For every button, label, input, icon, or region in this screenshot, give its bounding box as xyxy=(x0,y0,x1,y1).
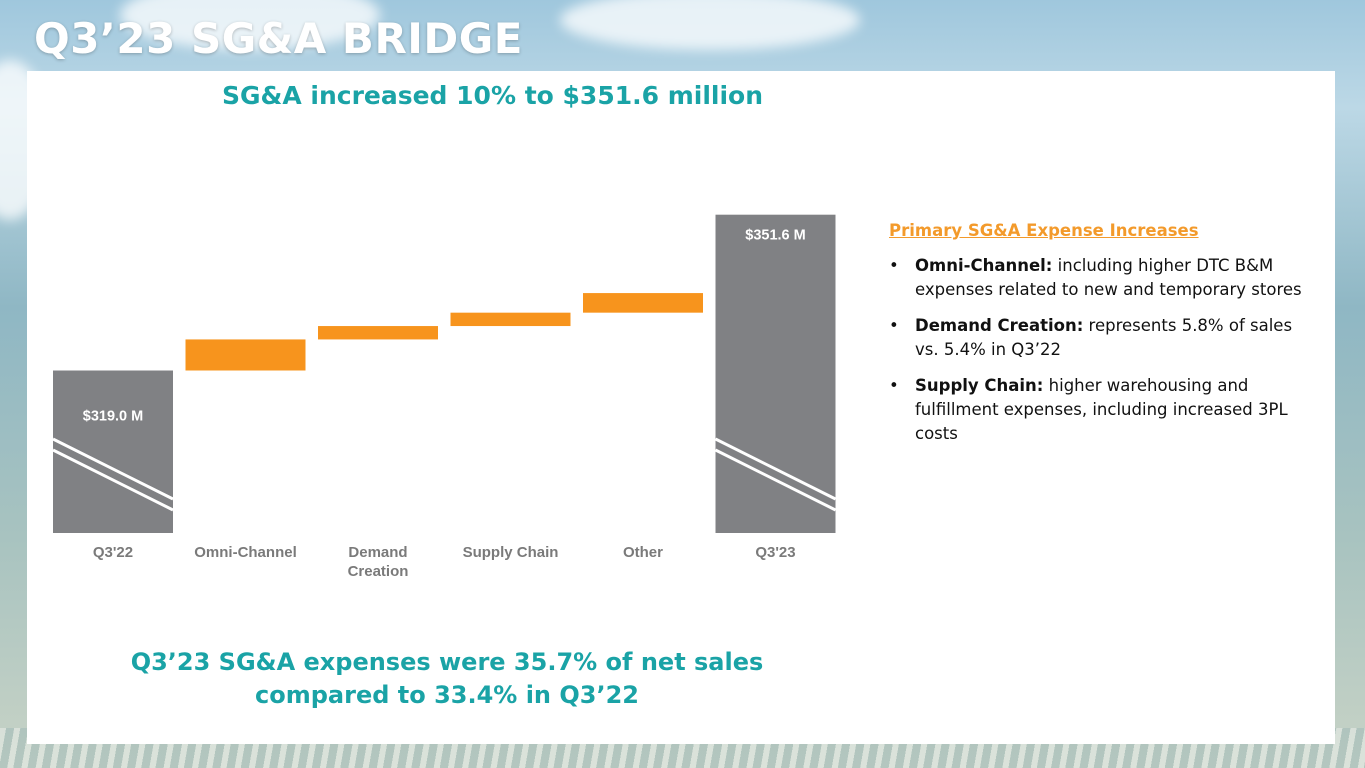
bar-supply-chain xyxy=(450,312,571,327)
notes-title: Primary SG&A Expense Increases xyxy=(889,221,1199,240)
axis-break-line xyxy=(714,437,837,501)
axis-break-line xyxy=(52,437,174,501)
sga-bridge-chart: $319.0 M Q3'22 Omni-Channel Demand Creation S… xyxy=(52,214,837,580)
notes-list: • Omni-Channel: including higher DTC B&M… xyxy=(889,254,1319,446)
x-tick-label-other: Other xyxy=(623,544,663,561)
slide-title: Q3’23 SG&A BRIDGE xyxy=(34,14,523,63)
footer-line-1: Q3’23 SG&A expenses were 35.7% of net sa… xyxy=(130,648,764,676)
notes-item-text: including higher DTC B&M expenses relate… xyxy=(915,256,1302,299)
notes-item-heading: Supply Chain: xyxy=(915,376,1044,395)
content-panel: SG&A increased 10% to $351.6 million $31… xyxy=(27,71,1335,744)
notes-item-heading: Omni-Channel: xyxy=(915,256,1053,275)
axis-break-line xyxy=(714,448,837,512)
background-cloud xyxy=(560,0,860,50)
x-tick-label-q3-23: Q3'23 xyxy=(755,544,795,561)
notes-item-text: represents 5.8% of sales vs. 5.4% in Q3’… xyxy=(915,316,1293,359)
notes-item-demand-creation: • Demand Creation: represents 5.8% of sa… xyxy=(889,314,1319,362)
notes-item-omni-channel: • Omni-Channel: including higher DTC B&M… xyxy=(889,254,1319,302)
x-tick-label-supply-chain: Supply Chain xyxy=(463,544,559,561)
bar-q3-23 xyxy=(715,214,836,534)
bullet-icon: • xyxy=(889,316,899,335)
x-tick-label-demand-creation: Creation xyxy=(348,563,409,580)
x-tick-label-omni-channel: Omni-Channel xyxy=(194,544,297,561)
x-tick-label-q3-22: Q3'22 xyxy=(93,544,133,561)
notes-item-supply-chain: • Supply Chain: higher warehousing and f… xyxy=(889,374,1319,446)
data-label-q3-22: $319.0 M xyxy=(83,409,143,425)
bullet-icon: • xyxy=(889,376,899,395)
headline: SG&A increased 10% to $351.6 million xyxy=(222,81,764,110)
notes-item-text: higher warehousing and fulfillment expen… xyxy=(915,376,1288,443)
bar-demand-creation xyxy=(318,326,438,340)
bar-omni-channel xyxy=(185,339,306,371)
bullet-icon: • xyxy=(889,256,899,275)
notes-item-heading: Demand Creation: xyxy=(915,316,1084,335)
footer-line-2: compared to 33.4% in Q3’22 xyxy=(255,681,639,709)
footer-summary: Q3’23 SG&A expenses were 35.7% of net sa… xyxy=(127,646,767,712)
x-tick-label-demand-creation: Demand xyxy=(348,544,407,561)
data-label-q3-23: $351.6 M xyxy=(745,228,805,244)
axis-break-line xyxy=(52,448,174,512)
bar-q3-22 xyxy=(53,370,173,533)
bar-other xyxy=(583,293,703,313)
expense-notes: Primary SG&A Expense Increases • Omni-Ch… xyxy=(889,221,1319,458)
